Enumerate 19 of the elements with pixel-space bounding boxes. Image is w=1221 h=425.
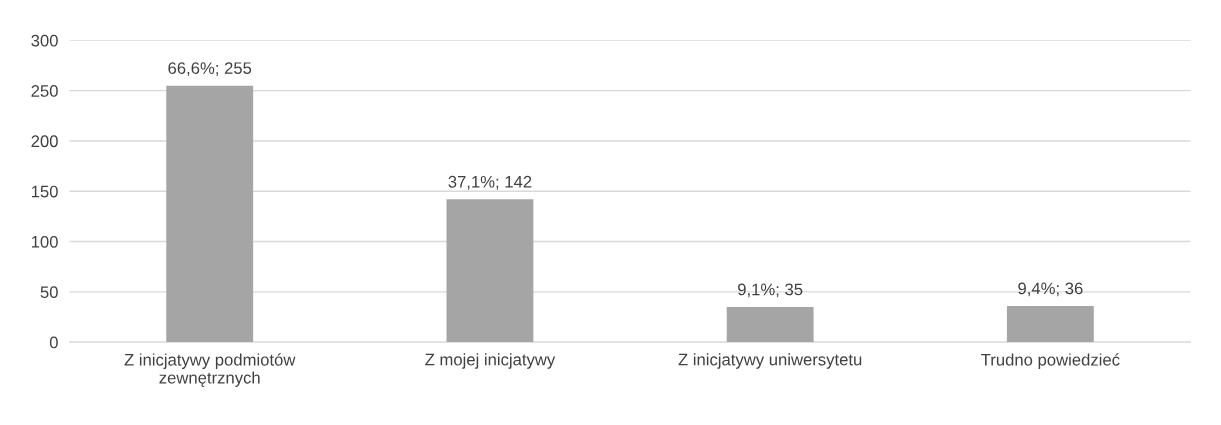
bar — [1006, 305, 1094, 343]
y-tick-label: 0 — [49, 336, 58, 349]
x-tick-label: Trudno powiedzieć — [981, 353, 1120, 369]
y-tick-label: 250 — [31, 85, 58, 97]
y-tick-label: 100 — [31, 235, 58, 248]
y-tick-label: 200 — [31, 135, 58, 148]
data-label: 9,4%; 36 — [1018, 282, 1083, 297]
bar — [166, 85, 254, 343]
x-tick-label: Z mojej inicjatywy — [425, 353, 556, 369]
y-tick-label: 300 — [31, 34, 58, 47]
x-tick-label: Z inicjatywy uniwersytetu — [678, 353, 862, 369]
bar — [726, 306, 814, 343]
y-tick-label: 150 — [31, 185, 58, 198]
y-tick-label: 50 — [40, 286, 58, 299]
x-tick-label: Z inicjatywy podmiotów zewnętrznych — [124, 353, 296, 387]
data-label: 66,6%; 255 — [168, 62, 252, 76]
data-label: 9,1%; 35 — [738, 283, 803, 298]
bar — [446, 199, 534, 343]
data-label: 37,1%; 142 — [448, 175, 532, 190]
